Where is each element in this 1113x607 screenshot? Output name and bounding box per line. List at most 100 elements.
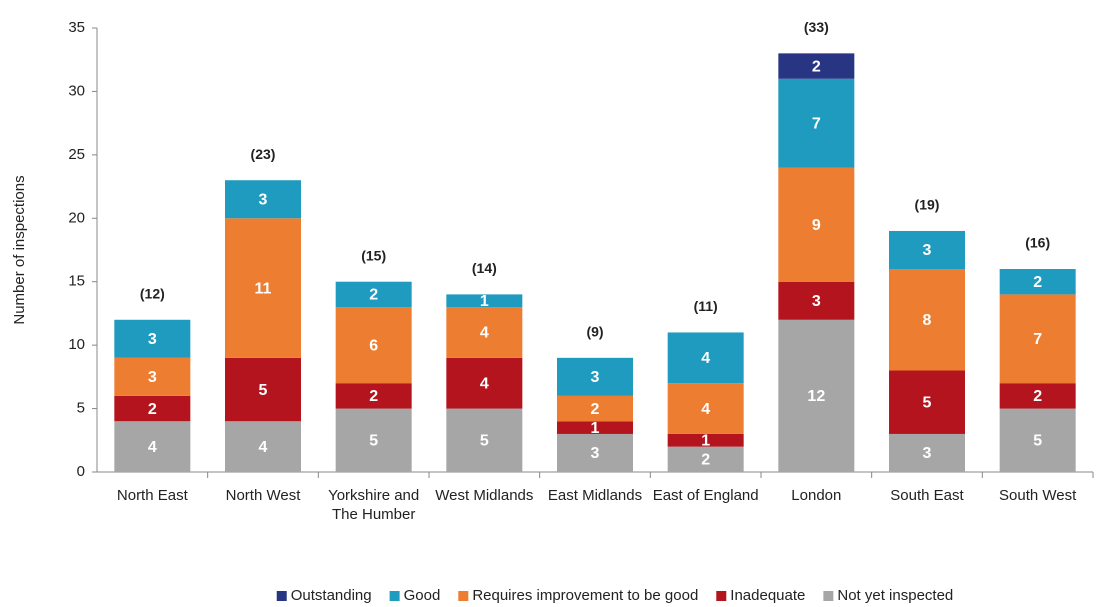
bar-segment [999,408,1076,472]
x-tick-label-box: Yorkshire and The Humber [328,487,420,523]
legend-label: Requires improvement to be good [472,587,698,604]
value-label: 2 [1033,274,1042,291]
y-tick-label: 15 [68,273,85,290]
x-tick-label: East Midlands [547,487,643,504]
value-label: 7 [1033,331,1042,348]
bar-segment [889,230,965,270]
bar-segment [446,408,523,472]
x-tick-label-box: East Midlands [547,487,643,504]
x-tick-label: East of England [652,487,759,504]
bar-segment [114,357,191,396]
bar-segment [446,294,523,308]
value-label: 3 [259,191,268,208]
bar-segment [999,294,1076,384]
value-label: 3 [923,445,932,462]
bar-segment [557,357,633,396]
value-label: 2 [812,58,821,75]
value-label: 3 [591,445,600,462]
total-label: (33) [804,19,829,35]
value-label: 5 [369,433,378,450]
x-tick-label: London [791,487,842,504]
value-label: 2 [1033,388,1042,405]
bar-segment [335,281,412,308]
x-tick-label-box: London [791,487,842,504]
legend-label: Good [404,587,441,604]
x-tick-label-box: East of England [652,487,759,504]
bar-segment [667,383,744,434]
legend-swatch [276,591,287,601]
x-tick-label: West Midlands [435,487,534,504]
value-label: 3 [148,369,157,386]
bar-segment [778,78,855,168]
legend-item: Good [389,587,441,604]
value-label: 3 [923,242,932,259]
bar-segment [446,357,523,409]
value-label: 4 [480,325,489,342]
bar-segment [225,218,301,358]
total-label: (19) [915,197,940,213]
bar-segment [667,332,744,384]
total-label: (23) [251,146,276,162]
bar-segment [778,281,855,320]
bar-segment [889,269,965,371]
legend-item: Inadequate [716,587,805,604]
legend-label: Not yet inspected [837,587,953,604]
x-tick-label: Yorkshire and The Humber [328,487,420,523]
value-label: 1 [480,293,489,310]
value-label: 6 [369,337,378,354]
value-label: 3 [148,331,157,348]
total-label: (11) [694,298,718,314]
legend-swatch [389,591,400,601]
bar-segment [335,383,412,409]
value-label: 1 [591,420,600,437]
value-label: 9 [812,217,821,234]
x-tick-label-box: West Midlands [435,487,534,504]
bar-segment [446,307,523,358]
value-label: 7 [812,115,821,132]
total-label: (12) [140,285,165,301]
legend-item: Outstanding [276,587,372,604]
value-label: 1 [701,433,710,450]
legend-label: Inadequate [730,587,805,604]
value-label: 5 [259,382,268,399]
value-label: 3 [591,369,600,386]
total-label: (16) [1025,235,1050,251]
bar-segment [225,357,301,422]
bar-segment [778,53,855,79]
value-label: 12 [807,388,825,405]
legend-swatch [458,591,469,601]
bar-segment [335,307,412,384]
legend-label: Outstanding [291,587,372,604]
value-label: 8 [923,312,932,329]
bar-segment [114,319,191,358]
bar-segment [225,180,301,219]
value-label: 4 [701,350,710,367]
x-tick-label-box: South East [890,487,964,504]
y-tick-label: 5 [77,400,85,417]
value-label: 5 [1033,433,1042,450]
x-tick-label: South West [999,487,1077,504]
bar-segment [114,421,191,472]
x-tick-label-box: South West [999,487,1077,504]
bar-segment [999,269,1076,295]
x-tick-label-box: North East [117,487,188,504]
value-label: 4 [701,401,710,418]
bar-segment [778,319,855,472]
total-label: (14) [472,260,497,276]
bar-segment [667,446,744,472]
bar-segment [225,421,301,472]
x-tick-label: South East [890,487,964,504]
total-label: (15) [361,247,386,263]
value-label: 11 [255,280,272,297]
x-tick-label: North West [225,487,301,504]
bar-segment [557,433,633,472]
bar-segment [999,383,1076,409]
value-label: 2 [369,287,378,304]
value-label: 2 [148,401,157,418]
y-tick-label: 20 [68,209,85,226]
value-label: 4 [148,439,157,456]
value-label: 5 [480,433,489,450]
bar-segment [557,395,633,422]
bar-segment [889,370,965,434]
